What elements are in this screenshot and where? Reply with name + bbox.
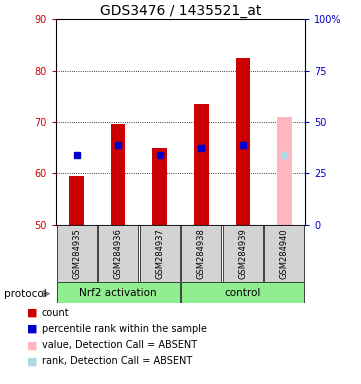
Text: rank, Detection Call = ABSENT: rank, Detection Call = ABSENT bbox=[42, 356, 192, 366]
Text: value, Detection Call = ABSENT: value, Detection Call = ABSENT bbox=[42, 340, 197, 350]
Bar bbox=[57, 225, 97, 282]
Bar bbox=[264, 225, 304, 282]
Text: ■: ■ bbox=[27, 340, 38, 350]
Text: GSM284936: GSM284936 bbox=[114, 228, 123, 279]
Text: GSM284937: GSM284937 bbox=[155, 228, 164, 279]
Bar bbox=[181, 225, 221, 282]
Bar bbox=[223, 225, 263, 282]
Text: GSM284938: GSM284938 bbox=[197, 228, 206, 279]
Bar bbox=[69, 176, 84, 225]
Bar bbox=[140, 225, 180, 282]
Bar bbox=[235, 58, 250, 225]
Text: GSM284940: GSM284940 bbox=[280, 228, 289, 279]
Bar bbox=[277, 117, 292, 225]
Text: ■: ■ bbox=[27, 324, 38, 334]
Bar bbox=[181, 282, 304, 303]
Text: Nrf2 activation: Nrf2 activation bbox=[79, 288, 157, 298]
Text: ■: ■ bbox=[27, 356, 38, 366]
Bar bbox=[194, 104, 209, 225]
Text: GSM284935: GSM284935 bbox=[72, 228, 81, 279]
Text: control: control bbox=[225, 288, 261, 298]
Title: GDS3476 / 1435521_at: GDS3476 / 1435521_at bbox=[100, 4, 261, 18]
Text: count: count bbox=[42, 308, 69, 318]
Text: ■: ■ bbox=[27, 308, 38, 318]
Text: percentile rank within the sample: percentile rank within the sample bbox=[42, 324, 206, 334]
Bar bbox=[111, 124, 126, 225]
Bar bbox=[152, 147, 167, 225]
Bar bbox=[57, 282, 180, 303]
Text: GSM284939: GSM284939 bbox=[238, 228, 247, 279]
Bar bbox=[98, 225, 138, 282]
Text: protocol: protocol bbox=[4, 289, 46, 299]
